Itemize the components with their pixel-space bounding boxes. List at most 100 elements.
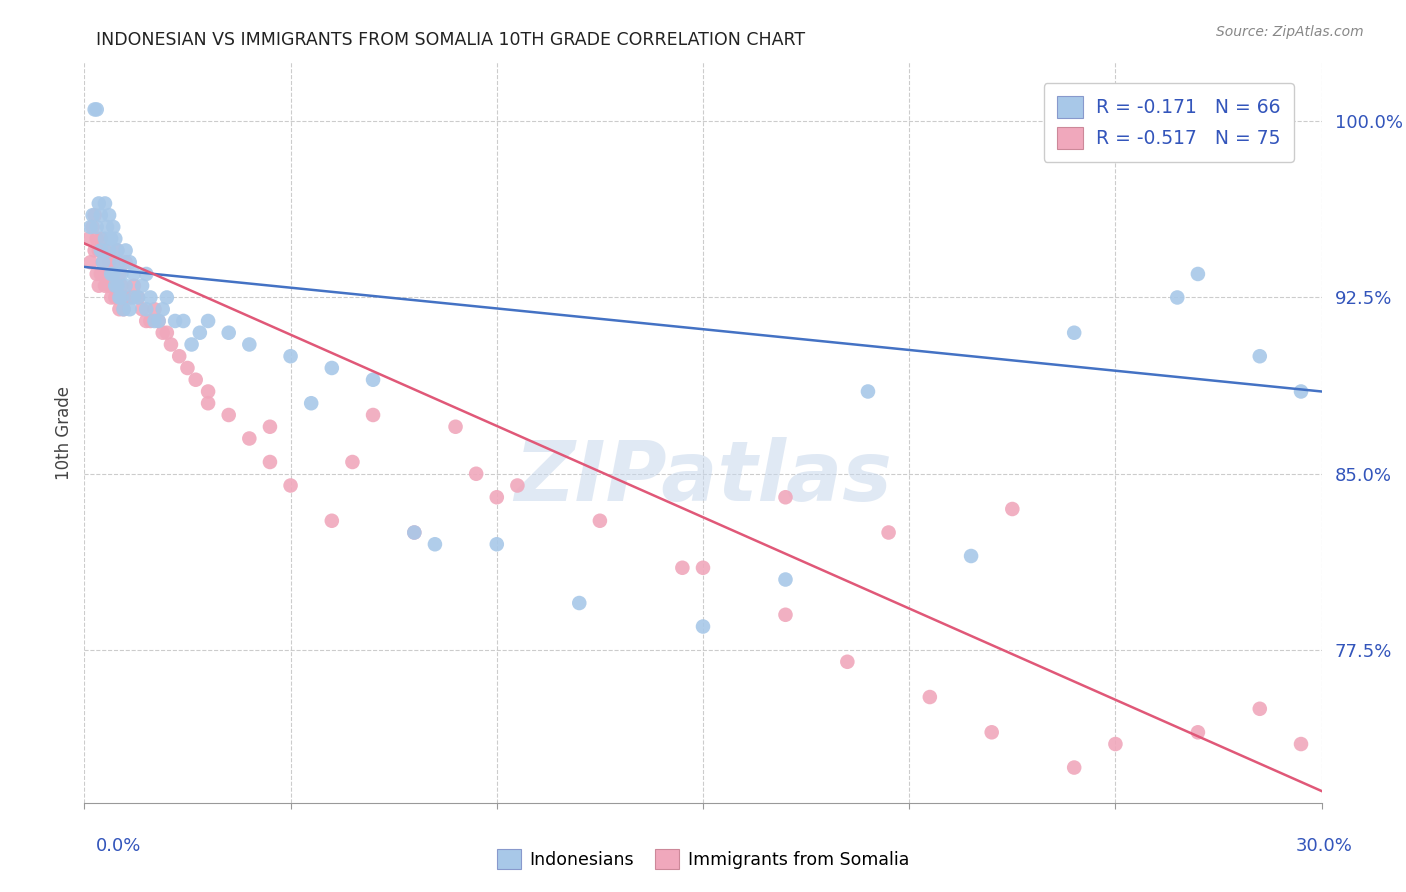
Point [506, 478, 529, 492]
Point [110, 290, 132, 304]
Point [90, 208, 112, 222]
Point [86, 267, 108, 281]
Point [775, 573, 797, 587]
Point [112, 302, 135, 317]
Point [127, 290, 149, 304]
Point [1063, 326, 1085, 340]
Point [87, 278, 110, 293]
Point [404, 525, 426, 540]
Point [143, 314, 166, 328]
Point [692, 561, 714, 575]
Point [485, 537, 508, 551]
Point [775, 607, 797, 622]
Point [361, 373, 384, 387]
Point [197, 314, 219, 328]
Point [105, 278, 128, 293]
Point [98, 278, 121, 293]
Point [82, 208, 104, 222]
Point [131, 278, 153, 293]
Point [156, 326, 179, 340]
Point [105, 244, 128, 258]
Point [110, 290, 132, 304]
Point [139, 314, 162, 328]
Point [114, 290, 136, 304]
Point [114, 244, 136, 258]
Point [90, 232, 112, 246]
Point [103, 219, 125, 234]
Point [259, 419, 281, 434]
Point [79, 255, 101, 269]
Point [86, 232, 108, 246]
Point [105, 244, 128, 258]
Point [82, 219, 104, 234]
Point [83, 208, 105, 222]
Point [238, 337, 260, 351]
Point [856, 384, 879, 399]
Point [143, 302, 166, 317]
Point [148, 314, 170, 328]
Point [108, 255, 131, 269]
Point [197, 396, 219, 410]
Point [98, 208, 121, 222]
Point [980, 725, 1002, 739]
Point [79, 219, 101, 234]
Point [259, 455, 281, 469]
Point [671, 561, 693, 575]
Point [114, 255, 136, 269]
Text: 30.0%: 30.0% [1296, 837, 1353, 855]
Point [321, 361, 343, 376]
Text: Source: ZipAtlas.com: Source: ZipAtlas.com [1216, 25, 1364, 39]
Point [299, 396, 322, 410]
Point [108, 302, 131, 317]
Point [131, 302, 153, 317]
Point [87, 196, 110, 211]
Point [1166, 290, 1188, 304]
Point [184, 373, 207, 387]
Point [485, 490, 508, 504]
Point [127, 290, 149, 304]
Point [86, 219, 108, 234]
Point [96, 219, 118, 234]
Text: ZIPatlas: ZIPatlas [515, 436, 891, 517]
Point [118, 302, 141, 317]
Point [83, 103, 105, 117]
Point [98, 244, 121, 258]
Point [837, 655, 859, 669]
Point [167, 349, 190, 363]
Point [135, 267, 157, 281]
Point [118, 290, 141, 304]
Point [152, 302, 174, 317]
Point [152, 326, 174, 340]
Point [100, 267, 122, 281]
Point [1289, 737, 1312, 751]
Point [960, 549, 983, 563]
Y-axis label: 10th Grade: 10th Grade [55, 385, 73, 480]
Point [110, 267, 132, 281]
Point [103, 278, 125, 293]
Text: 0.0%: 0.0% [96, 837, 141, 855]
Point [86, 103, 108, 117]
Point [96, 267, 118, 281]
Point [692, 619, 714, 633]
Point [165, 314, 187, 328]
Point [91, 255, 114, 269]
Point [135, 302, 157, 317]
Point [404, 525, 426, 540]
Point [444, 419, 467, 434]
Point [238, 432, 260, 446]
Point [160, 337, 183, 351]
Point [1187, 725, 1209, 739]
Point [918, 690, 941, 704]
Point [218, 408, 240, 422]
Point [94, 232, 117, 246]
Point [1249, 349, 1271, 363]
Point [197, 384, 219, 399]
Point [423, 537, 446, 551]
Point [94, 196, 117, 211]
Point [98, 255, 121, 269]
Point [218, 326, 240, 340]
Point [87, 244, 110, 258]
Point [321, 514, 343, 528]
Point [103, 255, 125, 269]
Legend: Indonesians, Immigrants from Somalia: Indonesians, Immigrants from Somalia [489, 842, 917, 876]
